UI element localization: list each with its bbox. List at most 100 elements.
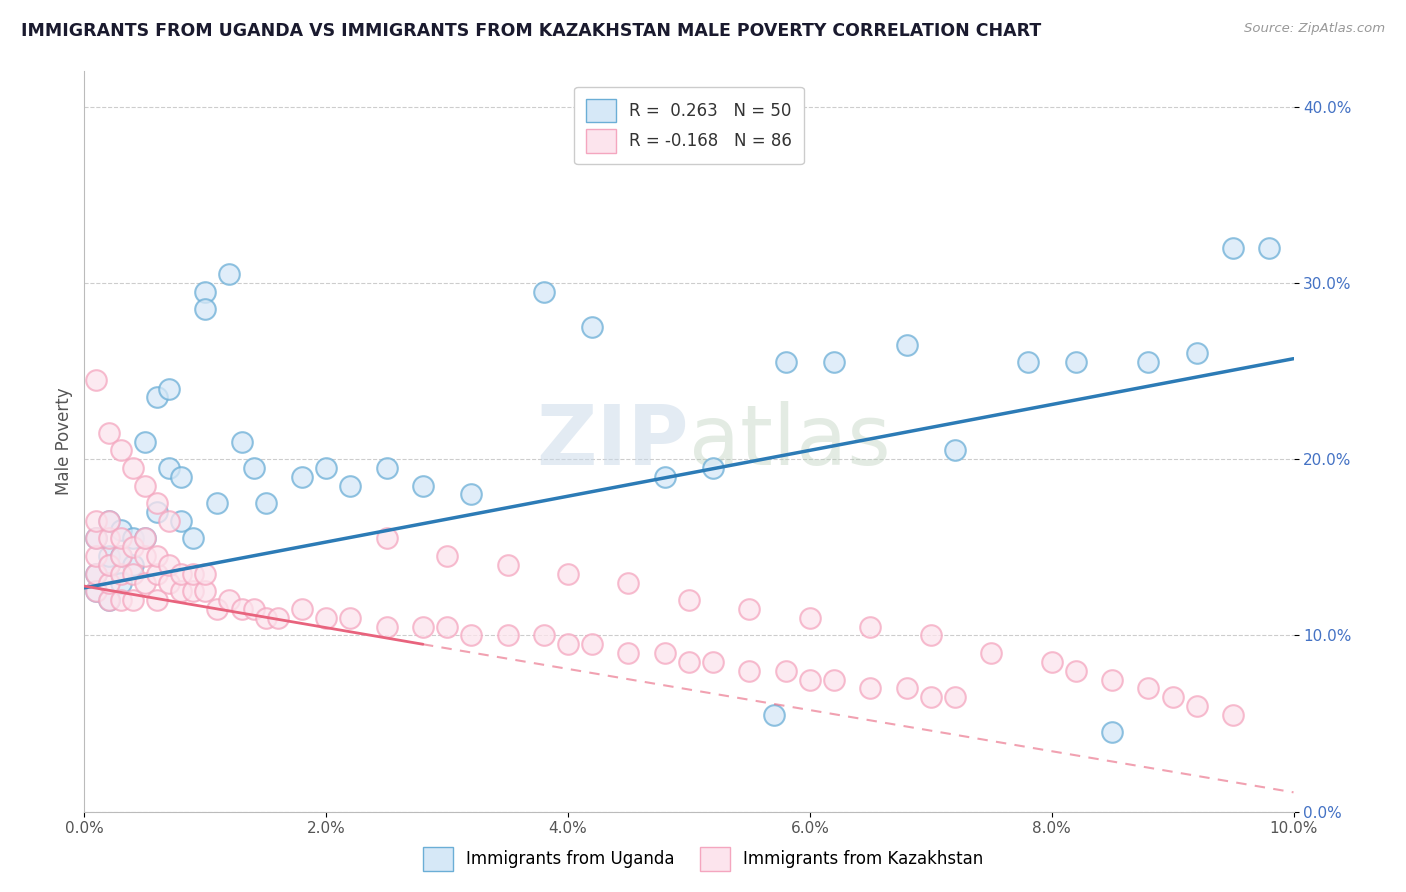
Point: [157, 382, 180, 396]
Text: IMMIGRANTS FROM UGANDA VS IMMIGRANTS FROM KAZAKHSTAN MALE POVERTY CORRELATION CH: IMMIGRANTS FROM UGANDA VS IMMIGRANTS FRO…: [21, 22, 1042, 40]
Point: [121, 558, 143, 572]
Point: [121, 541, 143, 555]
Point: [110, 575, 132, 590]
Point: [146, 566, 169, 581]
Point: [339, 478, 361, 492]
Point: [86, 566, 108, 581]
Point: [702, 655, 724, 669]
Point: [1017, 355, 1039, 369]
Point: [134, 549, 156, 563]
Point: [557, 637, 579, 651]
Point: [242, 461, 264, 475]
Point: [170, 514, 193, 528]
Point: [97, 593, 120, 607]
Point: [823, 673, 845, 687]
Point: [97, 514, 120, 528]
Point: [267, 611, 290, 625]
Point: [97, 575, 120, 590]
Point: [1222, 241, 1244, 255]
Point: [1101, 725, 1123, 739]
Point: [170, 584, 193, 599]
Point: [194, 285, 217, 299]
Point: [86, 373, 108, 387]
Point: [181, 532, 204, 546]
Point: [412, 619, 434, 633]
Point: [375, 461, 398, 475]
Point: [134, 575, 156, 590]
Point: [436, 549, 458, 563]
Point: [86, 514, 108, 528]
Point: [617, 575, 640, 590]
Point: [1137, 681, 1160, 696]
Point: [207, 602, 229, 616]
Point: [146, 496, 169, 510]
Point: [617, 646, 640, 660]
Point: [1161, 690, 1184, 705]
Point: [1064, 664, 1087, 678]
Point: [980, 646, 1002, 660]
Point: [375, 619, 398, 633]
Point: [121, 532, 143, 546]
Point: [799, 611, 821, 625]
Point: [315, 611, 337, 625]
Text: Source: ZipAtlas.com: Source: ZipAtlas.com: [1244, 22, 1385, 36]
Point: [254, 611, 277, 625]
Point: [412, 478, 434, 492]
Point: [97, 558, 120, 572]
Point: [738, 602, 761, 616]
Point: [134, 532, 156, 546]
Point: [110, 443, 132, 458]
Point: [533, 285, 555, 299]
Text: ZIP: ZIP: [537, 401, 689, 482]
Point: [86, 566, 108, 581]
Point: [859, 681, 882, 696]
Point: [1040, 655, 1063, 669]
Point: [1185, 698, 1208, 713]
Point: [762, 707, 785, 722]
Point: [134, 434, 156, 449]
Point: [496, 628, 519, 642]
Point: [110, 523, 132, 537]
Point: [1222, 707, 1244, 722]
Point: [654, 646, 676, 660]
Point: [97, 593, 120, 607]
Point: [823, 355, 845, 369]
Point: [110, 549, 132, 563]
Point: [207, 496, 229, 510]
Point: [194, 566, 217, 581]
Point: [1101, 673, 1123, 687]
Legend: R =  0.263   N = 50, R = -0.168   N = 86: R = 0.263 N = 50, R = -0.168 N = 86: [574, 87, 804, 164]
Point: [460, 487, 482, 501]
Point: [121, 593, 143, 607]
Point: [157, 514, 180, 528]
Point: [1258, 241, 1281, 255]
Legend: Immigrants from Uganda, Immigrants from Kazakhstan: Immigrants from Uganda, Immigrants from …: [415, 839, 991, 880]
Point: [943, 690, 966, 705]
Point: [97, 425, 120, 440]
Point: [496, 558, 519, 572]
Point: [110, 532, 132, 546]
Point: [157, 558, 180, 572]
Point: [97, 549, 120, 563]
Point: [702, 461, 724, 475]
Point: [86, 532, 108, 546]
Point: [146, 391, 169, 405]
Point: [920, 628, 942, 642]
Point: [557, 566, 579, 581]
Point: [181, 584, 204, 599]
Point: [86, 549, 108, 563]
Point: [1064, 355, 1087, 369]
Point: [134, 532, 156, 546]
Point: [375, 532, 398, 546]
Point: [146, 549, 169, 563]
Point: [181, 566, 204, 581]
Point: [460, 628, 482, 642]
Point: [146, 593, 169, 607]
Point: [738, 664, 761, 678]
Point: [170, 470, 193, 484]
Point: [194, 302, 217, 317]
Point: [231, 434, 253, 449]
Point: [315, 461, 337, 475]
Point: [1185, 346, 1208, 360]
Point: [97, 558, 120, 572]
